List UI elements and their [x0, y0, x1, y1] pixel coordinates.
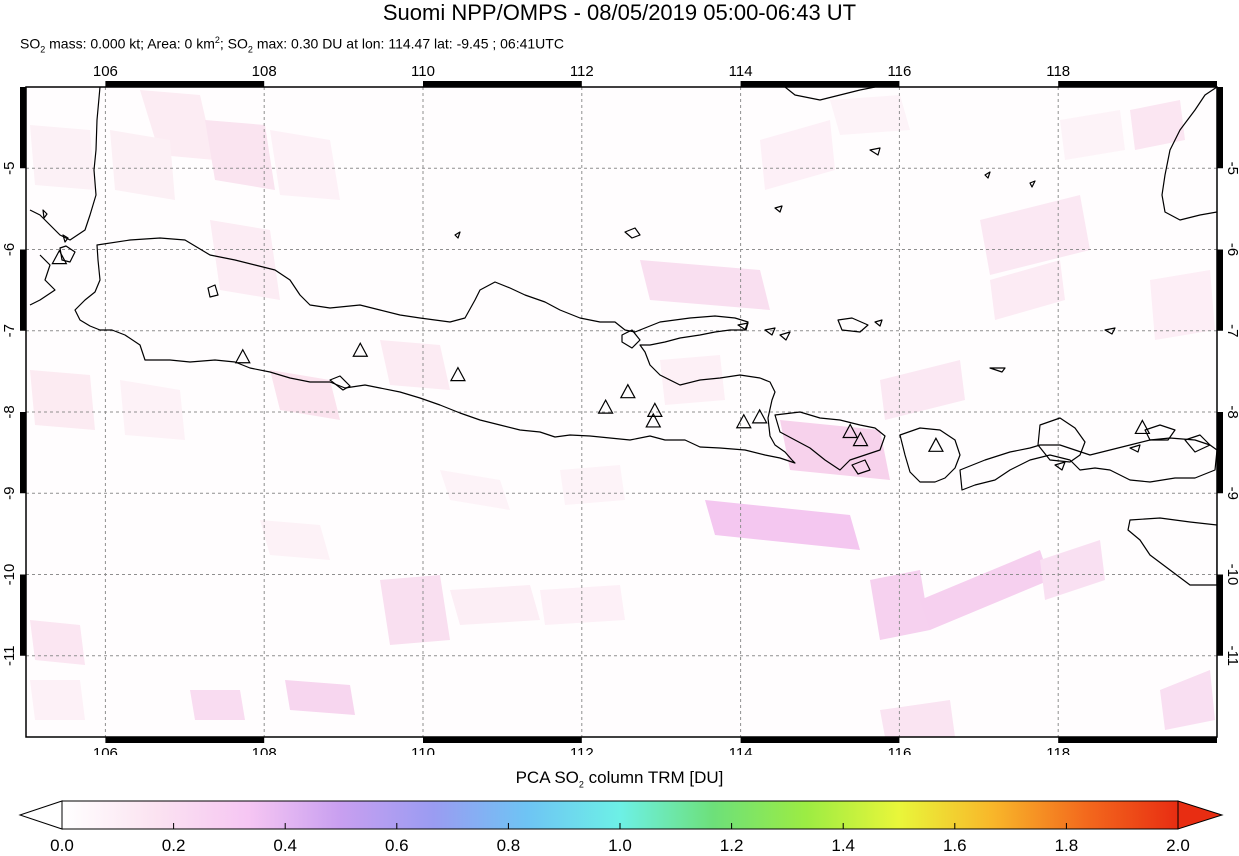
frame-bar-left	[20, 412, 26, 494]
lon-label-bottom: 114	[729, 745, 753, 755]
colorbar-tick-label: 2.0	[1166, 836, 1190, 855]
frame-bar-top	[740, 81, 900, 87]
lat-label-left: -8	[1, 405, 18, 418]
colorbar-tick-label: 1.8	[1054, 836, 1079, 855]
volcano-icon	[842, 423, 859, 439]
colorbar	[18, 800, 1224, 830]
frame-bar-right	[1217, 412, 1223, 494]
lon-label-top: 106	[93, 63, 118, 80]
colorbar-tick-label: 1.4	[831, 836, 856, 855]
colorbar-tick-label: 1.6	[942, 836, 967, 855]
lat-label-right: -7	[1224, 324, 1239, 337]
lat-lon-graticule	[26, 87, 1217, 737]
lon-label-top: 114	[729, 63, 753, 80]
volcano-icon	[51, 249, 68, 265]
lon-label-bottom: 118	[1046, 745, 1070, 755]
lat-label-left: -11	[1, 645, 18, 666]
volcano-markers	[51, 249, 1151, 452]
lon-label-bottom: 112	[570, 745, 594, 755]
volcano-icon	[1134, 419, 1151, 435]
so2-summary: SO2 mass: 0.000 kt; Area: 0 km2; SO2 max…	[20, 35, 564, 55]
frame-bar-top	[423, 81, 582, 87]
lon-label-top: 110	[411, 63, 435, 80]
map-title: Suomi NPP/OMPS - 08/05/2019 05:00-06:43 …	[382, 0, 857, 25]
lat-label-right: -6	[1224, 243, 1239, 256]
lon-label-top: 118	[1046, 63, 1070, 80]
volcano-icon	[852, 431, 869, 447]
lon-label-top: 112	[570, 63, 594, 80]
so2-map: 106 106 108 108 110 110 112 112 114 114 116 116 118 1…	[1, 63, 1239, 755]
lon-label-top: 108	[252, 63, 277, 80]
lat-label-left: -9	[1, 487, 18, 500]
colorbar-tick-label: 0.0	[50, 836, 74, 855]
colorbar-tick-label: 0.4	[273, 836, 298, 855]
frame-bar-right	[1217, 87, 1223, 169]
colorbar-tick-label: 0.2	[161, 836, 186, 855]
colorbar-tick-label: 0.6	[384, 836, 409, 855]
lat-label-right: -5	[1224, 162, 1239, 175]
frame-bar-top	[105, 81, 265, 87]
lat-label-right: -10	[1224, 564, 1239, 586]
frame-bar-left	[20, 87, 26, 169]
volcano-icon	[352, 341, 369, 357]
colorbar-max-arrow	[1177, 800, 1224, 830]
frame-bar-bottom	[1058, 737, 1217, 743]
lat-label-right: -11	[1224, 645, 1239, 666]
colorbar-min-arrow	[18, 800, 63, 830]
volcano-icon	[234, 348, 251, 364]
lat-label-left: -7	[1, 324, 18, 337]
volcano-icon	[735, 413, 752, 429]
lon-label-bottom: 108	[252, 745, 277, 755]
lon-label-top: 116	[887, 63, 911, 80]
coastlines	[29, 87, 1217, 586]
volcano-icon	[645, 412, 662, 428]
frame-bar-right	[1217, 574, 1223, 656]
frame-bar-left	[20, 249, 26, 331]
volcano-icon	[597, 398, 614, 414]
lat-label-left: -6	[1, 243, 18, 256]
frame-bar-left	[20, 574, 26, 656]
volcano-icon	[449, 366, 466, 382]
colorbar-tick-label: 0.8	[496, 836, 521, 855]
colorbar-tick-label: 1.2	[719, 836, 744, 855]
frame-bar-right	[1217, 249, 1223, 331]
frame-bar-top	[1058, 81, 1217, 87]
lat-label-right: -9	[1224, 487, 1239, 500]
lon-label-bottom: 116	[887, 745, 911, 755]
lon-label-bottom: 106	[93, 745, 118, 755]
axis-ticks: 106 106 108 108 110 110 112 112 114 114 116 116 118 1…	[1, 63, 1239, 755]
frame-bar-bottom	[423, 737, 582, 743]
lat-label-left: -10	[1, 564, 18, 586]
volcano-icon	[619, 383, 636, 399]
volcano-icon	[751, 408, 768, 424]
lon-label-bottom: 110	[411, 745, 435, 755]
map-frame	[25, 86, 1218, 738]
colorbar-title: PCA SO2 column TRM [DU]	[515, 768, 724, 790]
frame-bar-bottom	[740, 737, 900, 743]
so2-swath-pixels	[30, 90, 1215, 737]
colorbar-tick-label: 1.0	[608, 836, 632, 855]
lat-label-left: -5	[1, 162, 18, 175]
lat-label-right: -8	[1224, 405, 1239, 418]
volcano-icon	[927, 437, 944, 452]
frame-bar-bottom	[105, 737, 265, 743]
